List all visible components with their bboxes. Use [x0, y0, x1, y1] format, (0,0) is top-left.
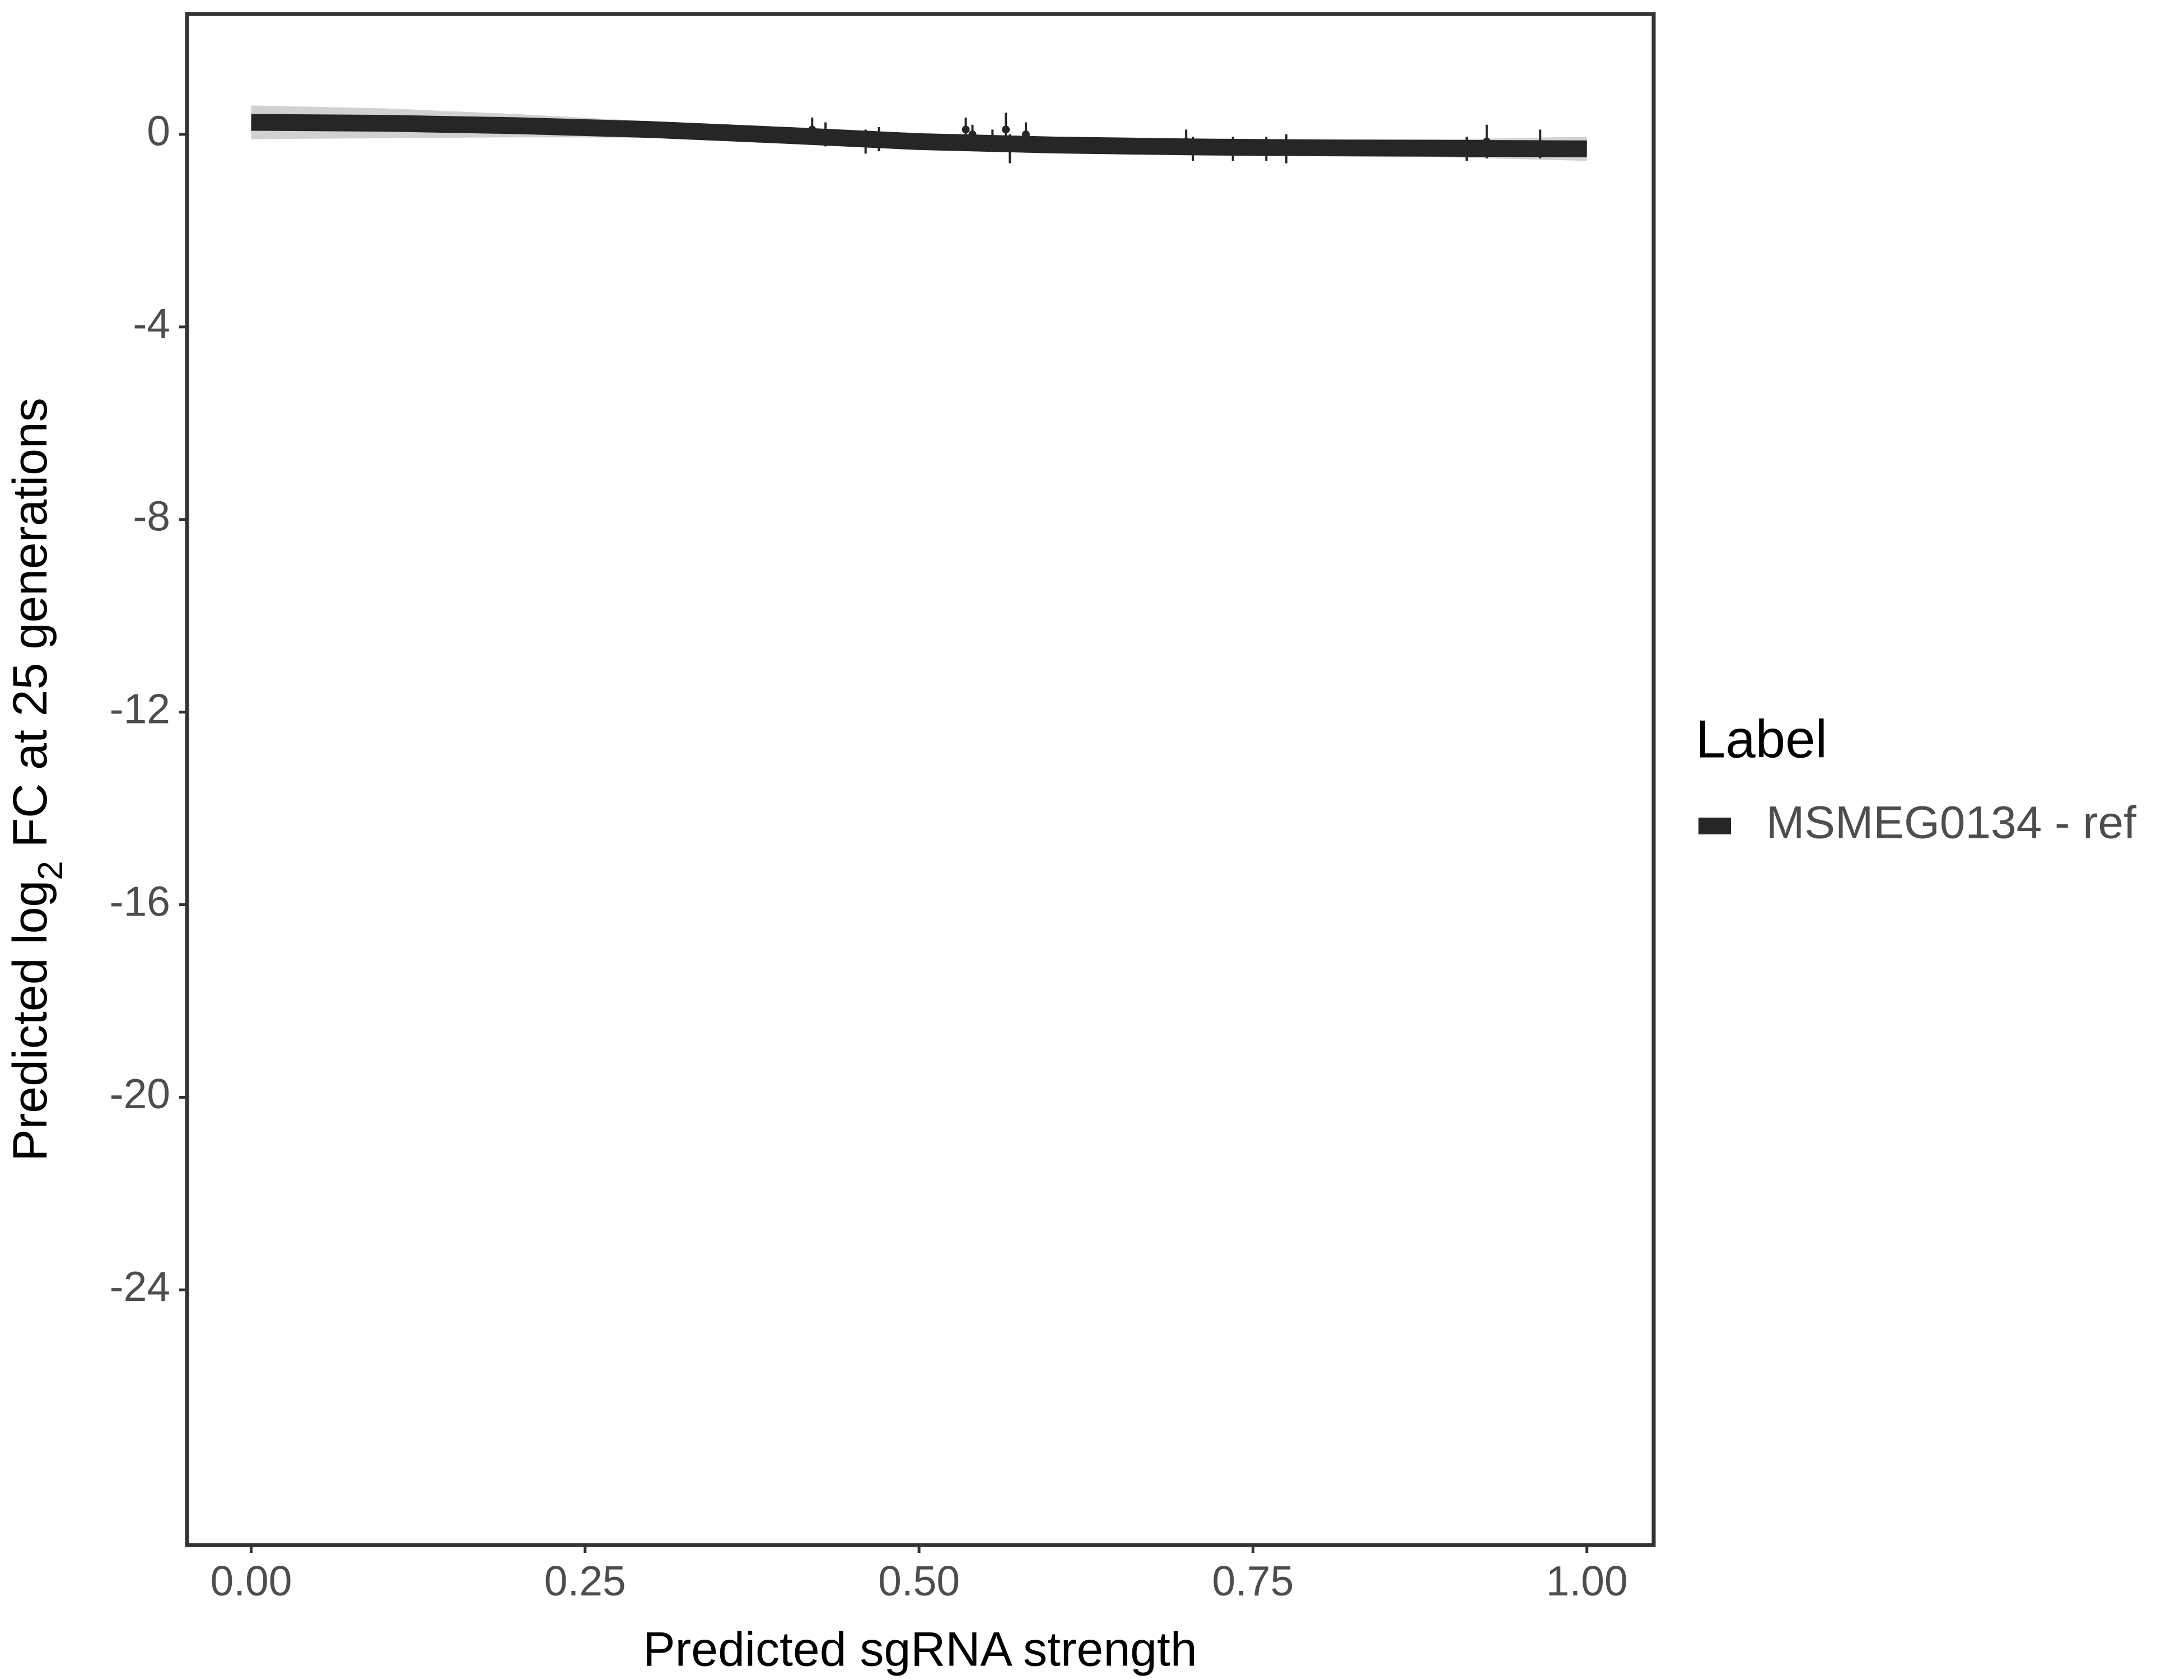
y-axis-title-part: Predicted log [3, 880, 57, 1161]
y-axis-title-sub: 2 [31, 861, 70, 880]
legend-title: Label [1696, 709, 1827, 769]
y-tick-label: -8 [133, 493, 170, 540]
y-tick-label: -20 [110, 1070, 170, 1117]
x-tick-label: 1.00 [1546, 1557, 1628, 1604]
y-tick-label: -16 [110, 878, 170, 925]
fit-line [251, 114, 1587, 157]
legend-label: MSMEG0134 - ref [1766, 797, 2136, 848]
y-axis-title: Predicted log2 FC at 25 generations [3, 398, 70, 1161]
x-tick-label: 0.00 [210, 1557, 292, 1604]
legend-key [1698, 818, 1731, 834]
x-tick-label: 0.50 [878, 1557, 960, 1604]
y-axis-title-part: FC at 25 generations [3, 398, 57, 861]
y-tick-label: -24 [110, 1263, 170, 1310]
y-tick-label: 0 [147, 108, 170, 155]
y-tick-label: -12 [110, 685, 170, 732]
y-tick-label: -4 [133, 300, 170, 347]
x-tick-label: 0.25 [544, 1557, 626, 1604]
point [1002, 125, 1010, 134]
plot-border [185, 12, 1656, 1547]
x-axis-title: Predicted sgRNA strength [643, 1623, 1197, 1677]
x-tick-label: 0.75 [1212, 1557, 1294, 1604]
point [962, 125, 970, 134]
